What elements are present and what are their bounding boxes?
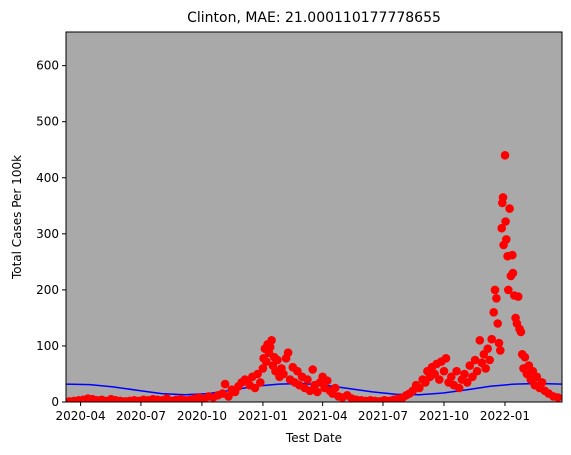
data-point <box>497 223 507 233</box>
data-point <box>279 369 288 379</box>
y-axis-label: Total Cases Per 100k <box>10 155 24 280</box>
y-tick-label: 300 <box>36 227 59 241</box>
data-point <box>472 366 482 376</box>
data-point <box>490 285 500 295</box>
data-point <box>323 376 332 386</box>
data-point <box>439 366 449 376</box>
data-point <box>498 193 508 202</box>
y-axis: 0 100 200 300 400 500 600 <box>36 59 66 409</box>
data-point <box>493 319 503 328</box>
y-tick-label: 100 <box>36 339 59 353</box>
y-tick-label: 0 <box>51 395 59 409</box>
data-point <box>267 336 276 345</box>
data-point <box>441 354 451 363</box>
data-point <box>487 334 497 344</box>
data-point <box>481 364 491 373</box>
data-point <box>273 355 282 365</box>
y-tick-label: 600 <box>36 59 59 73</box>
x-tick-label: 2020-04 <box>56 409 106 423</box>
data-point <box>494 338 504 348</box>
scatter-layer <box>66 151 562 402</box>
chart-title: Clinton, MAE: 21.000110177778655 <box>187 10 441 26</box>
data-point <box>454 383 464 393</box>
data-point <box>500 151 510 160</box>
data-point <box>505 204 514 213</box>
data-point <box>532 372 542 382</box>
data-point <box>435 375 444 384</box>
data-point <box>283 348 293 358</box>
data-point <box>220 379 230 389</box>
data-point <box>255 378 265 387</box>
data-point <box>485 355 495 365</box>
y-tick-label: 400 <box>36 171 59 185</box>
y-tick-label: 200 <box>36 283 59 297</box>
x-tick-label: 2021-10 <box>419 409 469 423</box>
data-point <box>253 369 262 379</box>
data-point <box>447 372 456 382</box>
data-point <box>262 357 271 366</box>
data-point <box>502 235 511 244</box>
data-point <box>313 387 322 397</box>
x-tick-label: 2020-07 <box>116 409 166 423</box>
y-tick-label: 500 <box>36 115 59 129</box>
x-axis: 2020-04 2020-07 2020-10 2021-01 2021-04 2021-… <box>56 402 530 423</box>
x-axis-label: Test Date <box>285 431 342 445</box>
data-point <box>475 336 485 345</box>
data-point <box>415 383 424 393</box>
data-point <box>303 375 312 384</box>
plot-frame <box>65 31 563 403</box>
data-point <box>520 352 530 362</box>
data-point <box>492 294 501 303</box>
x-tick-label: 2021-04 <box>298 409 348 423</box>
data-point <box>308 365 318 374</box>
data-point <box>452 366 461 376</box>
data-point <box>224 392 233 401</box>
data-point <box>330 383 340 393</box>
data-point <box>462 378 472 387</box>
data-point <box>537 378 547 387</box>
data-point <box>265 342 275 352</box>
data-point <box>508 268 518 278</box>
data-point <box>553 393 562 402</box>
data-point <box>460 369 469 379</box>
data-point <box>501 217 510 226</box>
data-point <box>489 308 499 317</box>
data-point <box>508 250 517 260</box>
x-tick-label: 2021-01 <box>238 409 288 423</box>
x-tick-label: 2021-07 <box>358 409 408 423</box>
data-point <box>465 361 475 370</box>
data-point <box>483 344 493 354</box>
x-tick-label: 2020-10 <box>177 409 227 423</box>
data-point <box>496 346 505 355</box>
data-point <box>250 383 260 393</box>
data-point <box>470 355 480 365</box>
data-point <box>516 327 526 337</box>
data-point <box>513 292 523 301</box>
data-point <box>504 285 513 295</box>
x-tick-label: 2022-01 <box>480 409 530 423</box>
data-point <box>258 364 268 373</box>
